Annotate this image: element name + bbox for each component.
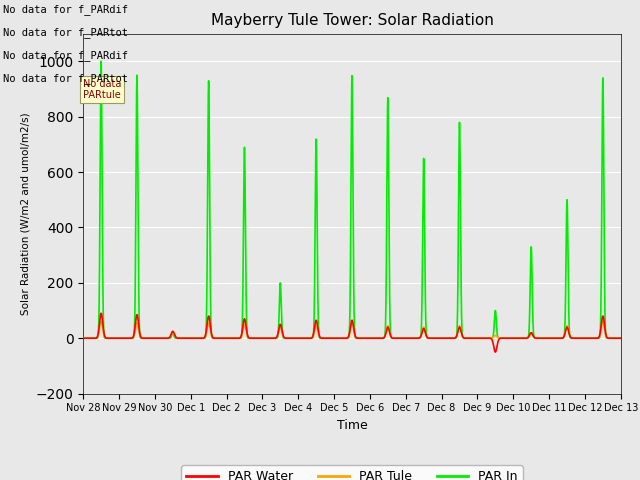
Text: No data for f_PARdif: No data for f_PARdif — [3, 50, 128, 61]
Y-axis label: Solar Radiation (W/m2 and umol/m2/s): Solar Radiation (W/m2 and umol/m2/s) — [20, 112, 30, 315]
Title: Mayberry Tule Tower: Solar Radiation: Mayberry Tule Tower: Solar Radiation — [211, 13, 493, 28]
Legend: PAR Water, PAR Tule, PAR In: PAR Water, PAR Tule, PAR In — [181, 465, 523, 480]
Text: No data for f_PARtot: No data for f_PARtot — [3, 73, 128, 84]
X-axis label: Time: Time — [337, 419, 367, 432]
Text: No data for f_PARdif: No data for f_PARdif — [3, 4, 128, 15]
Text: No data for f_PARtot: No data for f_PARtot — [3, 27, 128, 38]
Text: No data
PARtule: No data PARtule — [83, 79, 122, 100]
